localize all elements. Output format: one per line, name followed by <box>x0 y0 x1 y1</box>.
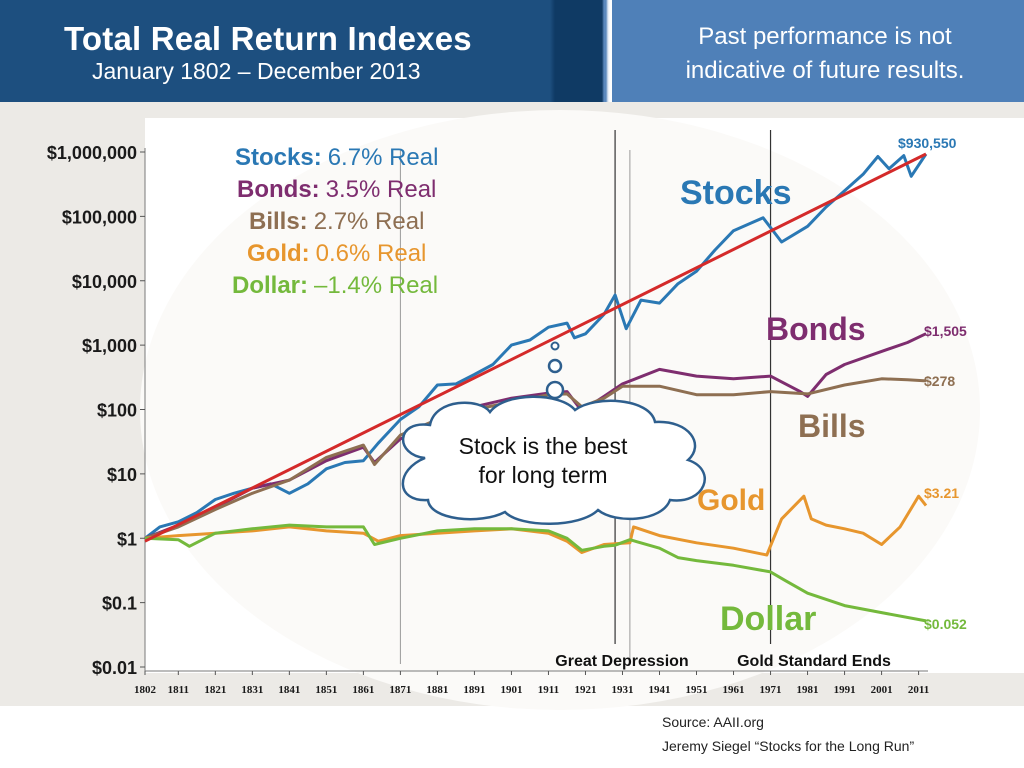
x-tick-label: 1821 <box>204 684 226 696</box>
x-tick-label: 1921 <box>574 684 596 696</box>
x-tick-label: 1831 <box>241 684 263 696</box>
end-label-gold: $3.21 <box>924 485 959 501</box>
legend-item: Dollar: –1.4% Real <box>232 272 438 299</box>
y-tick-label: $10,000 <box>72 272 137 292</box>
x-tick-label: 1961 <box>723 684 745 696</box>
chart-subtitle: January 1802 – December 2013 <box>92 58 421 84</box>
x-tick-label: 1861 <box>352 684 374 696</box>
callout-text-line1: Stock is the best <box>459 433 628 459</box>
callout-cloud <box>401 395 706 525</box>
disclaimer-text: Past performance is not indicative of fu… <box>685 23 965 84</box>
x-tick-label: 1881 <box>426 684 448 696</box>
header-divider <box>550 0 612 102</box>
x-tick-label: 1871 <box>389 684 411 696</box>
x-tick-label: 1901 <box>500 684 522 696</box>
x-tick-label: 1851 <box>315 684 337 696</box>
x-tick-label: 1991 <box>834 684 856 696</box>
y-tick-label: $0.01 <box>92 658 137 678</box>
legend-name: Stocks: <box>235 144 322 171</box>
x-tick-label: 1971 <box>760 684 782 696</box>
series-name-dollar: Dollar <box>720 600 816 638</box>
callout-bubble-large <box>545 380 565 400</box>
x-tick-label: 1981 <box>797 684 819 696</box>
y-tick-label: $100,000 <box>62 207 137 227</box>
header-title-panel: Total Real Return Indexes January 1802 –… <box>0 0 550 102</box>
end-label-dollar: $0.052 <box>924 616 967 632</box>
legend-rate: 3.5% Real <box>326 176 437 203</box>
x-tick-label: 1931 <box>611 684 633 696</box>
legend-name: Dollar: <box>232 272 308 299</box>
series-line-dollar <box>144 523 927 623</box>
end-label-bonds: $1,505 <box>924 323 967 339</box>
y-tick-label: $0.1 <box>102 594 137 614</box>
x-tick-label: 1951 <box>686 684 708 696</box>
callout-bubble-small <box>550 341 560 351</box>
x-tick-label: 1941 <box>648 684 670 696</box>
x-tick-label: 1811 <box>168 684 189 696</box>
x-tick-label: 1891 <box>463 684 485 696</box>
legend-item: Bonds: 3.5% Real <box>237 176 436 203</box>
legend-item: Gold: 0.6% Real <box>247 240 426 267</box>
source-book-line: Jeremy Siegel “Stocks for the Long Run” <box>662 738 915 754</box>
series-line-stocks <box>144 153 928 540</box>
stocks-trendline <box>144 152 927 543</box>
legend-rate: 2.7% Real <box>314 208 425 235</box>
chart-title: Total Real Return Indexes <box>64 20 472 57</box>
legend-name: Bonds: <box>237 176 320 203</box>
legend-name: Bills: <box>249 208 308 235</box>
legend-rate: 0.6% Real <box>316 240 427 267</box>
legend-rate: 6.7% Real <box>328 144 439 171</box>
series-name-stocks: Stocks <box>680 174 792 212</box>
legend-name: Gold: <box>247 240 310 267</box>
event-label-gold-standard-ends: Gold Standard Ends <box>737 653 891 670</box>
y-tick-label: $10 <box>107 465 137 485</box>
y-tick-label: $1,000,000 <box>47 143 137 163</box>
x-tick-label: 1911 <box>538 684 559 696</box>
end-label-bills: $278 <box>924 373 955 389</box>
event-label-great-depression: Great Depression <box>555 653 688 670</box>
end-label-stocks: $930,550 <box>898 135 957 151</box>
series-name-gold: Gold <box>697 484 765 517</box>
x-tick-label: 2011 <box>908 684 929 696</box>
legend-item: Bills: 2.7% Real <box>249 208 424 235</box>
y-tick-label: $1 <box>117 529 137 549</box>
y-tick-label: $100 <box>97 401 137 421</box>
legend-item: Stocks: 6.7% Real <box>235 144 438 171</box>
callout-text-line2: for long term <box>478 462 607 488</box>
legend-rate: –1.4% Real <box>314 272 438 299</box>
source-line: Source: AAII.org <box>662 714 764 730</box>
x-tick-label: 2001 <box>871 684 893 696</box>
x-tick-label: 1841 <box>278 684 300 696</box>
x-tick-label: 1802 <box>134 684 157 696</box>
series-name-bonds: Bonds <box>766 311 866 347</box>
header-disclaimer-panel <box>612 0 1024 102</box>
series-name-bills: Bills <box>798 408 866 444</box>
y-tick-label: $1,000 <box>82 336 137 356</box>
callout-bubble-medium <box>547 358 563 374</box>
